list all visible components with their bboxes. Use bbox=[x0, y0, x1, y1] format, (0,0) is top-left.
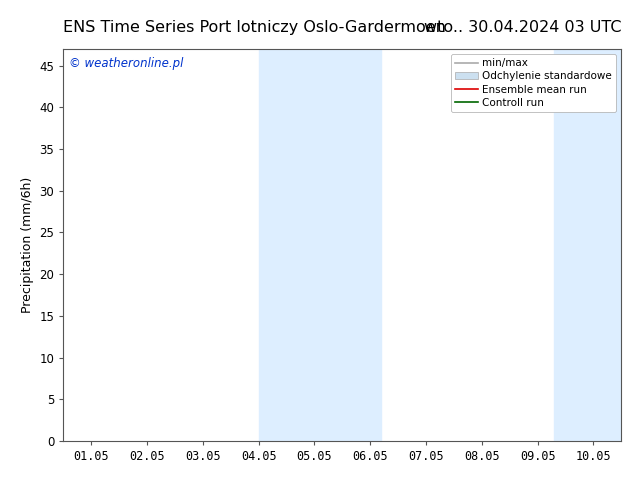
Y-axis label: Precipitation (mm/6h): Precipitation (mm/6h) bbox=[21, 177, 34, 313]
Bar bbox=[259, 49, 382, 441]
Text: © weatheronline.pl: © weatheronline.pl bbox=[69, 57, 183, 70]
Bar bbox=[554, 49, 621, 441]
Text: wto.. 30.04.2024 03 UTC: wto.. 30.04.2024 03 UTC bbox=[424, 20, 621, 35]
Text: ENS Time Series Port lotniczy Oslo-Gardermoen: ENS Time Series Port lotniczy Oslo-Garde… bbox=[63, 20, 446, 35]
Legend: min/max, Odchylenie standardowe, Ensemble mean run, Controll run: min/max, Odchylenie standardowe, Ensembl… bbox=[451, 54, 616, 112]
